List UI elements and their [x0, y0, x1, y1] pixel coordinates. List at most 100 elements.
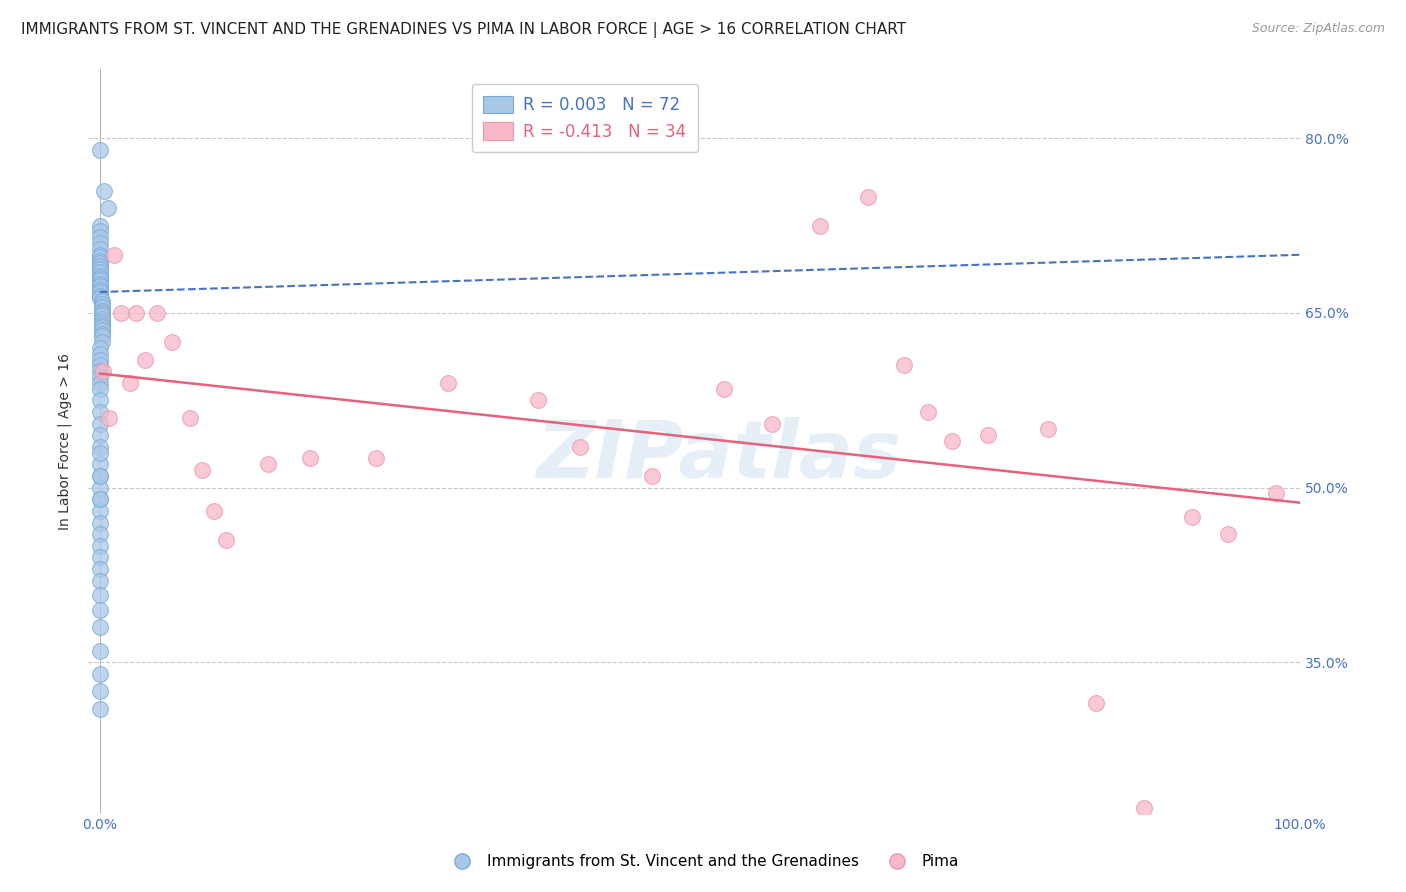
Point: [103, 248, 125, 262]
Point: [1133, 801, 1156, 815]
Point: [808, 219, 831, 233]
Point: [89, 225, 111, 239]
Point: [89, 440, 111, 454]
Y-axis label: In Labor Force | Age > 16: In Labor Force | Age > 16: [58, 352, 72, 530]
Point: [91, 315, 114, 329]
Point: [89, 370, 111, 384]
Point: [89, 550, 111, 565]
Point: [124, 306, 146, 320]
Point: [568, 440, 591, 454]
Point: [941, 434, 963, 448]
Point: [91, 334, 114, 349]
Point: [89, 574, 111, 588]
Point: [89, 445, 111, 459]
Point: [89, 504, 111, 518]
Point: [134, 352, 156, 367]
Point: [91, 326, 114, 341]
Point: [89, 562, 111, 576]
Point: [89, 492, 111, 507]
Point: [89, 261, 111, 276]
Point: [89, 469, 111, 483]
Point: [89, 273, 111, 287]
Point: [89, 248, 111, 262]
Point: [91, 320, 114, 334]
Point: [893, 359, 915, 373]
Point: [761, 417, 783, 431]
Point: [89, 702, 111, 716]
Point: [89, 364, 111, 378]
Point: [89, 643, 111, 657]
Point: [89, 516, 111, 530]
Point: [146, 306, 169, 320]
Point: [89, 666, 111, 681]
Point: [89, 279, 111, 293]
Point: [713, 382, 735, 396]
Point: [641, 469, 664, 483]
Point: [89, 376, 111, 390]
Point: [89, 236, 111, 251]
Point: [436, 376, 458, 390]
Point: [91, 364, 114, 378]
Point: [89, 428, 111, 442]
Point: [215, 533, 238, 547]
Point: [89, 250, 111, 264]
Point: [91, 296, 114, 310]
Point: [89, 291, 111, 305]
Point: [89, 405, 111, 419]
Point: [977, 428, 1000, 442]
Point: [1181, 509, 1204, 524]
Point: [89, 417, 111, 431]
Point: [89, 277, 111, 291]
Point: [91, 300, 114, 314]
Point: [89, 492, 111, 507]
Point: [91, 306, 114, 320]
Point: [89, 271, 111, 285]
Text: ZIPatlas: ZIPatlas: [536, 417, 901, 495]
Point: [89, 603, 111, 617]
Point: [110, 306, 132, 320]
Point: [89, 458, 111, 472]
Point: [89, 539, 111, 553]
Point: [256, 458, 278, 472]
Text: Source: ZipAtlas.com: Source: ZipAtlas.com: [1251, 22, 1385, 36]
Legend: R = 0.003   N = 72, R = -0.413   N = 34: R = 0.003 N = 72, R = -0.413 N = 34: [471, 85, 697, 153]
Point: [856, 189, 879, 203]
Point: [91, 294, 114, 309]
Point: [93, 184, 115, 198]
Point: [89, 265, 111, 279]
Point: [160, 334, 183, 349]
Point: [89, 359, 111, 373]
Point: [89, 341, 111, 355]
Point: [89, 230, 111, 244]
Point: [89, 620, 111, 634]
Point: [527, 393, 550, 408]
Point: [89, 253, 111, 268]
Point: [89, 256, 111, 270]
Point: [91, 308, 114, 322]
Point: [89, 393, 111, 408]
Text: IMMIGRANTS FROM ST. VINCENT AND THE GRENADINES VS PIMA IN LABOR FORCE | AGE > 16: IMMIGRANTS FROM ST. VINCENT AND THE GREN…: [21, 22, 907, 38]
Point: [298, 451, 321, 466]
Point: [1216, 527, 1239, 541]
Point: [89, 527, 111, 541]
Point: [89, 283, 111, 297]
Point: [89, 143, 111, 157]
Point: [91, 311, 114, 326]
Point: [91, 318, 114, 332]
Point: [89, 352, 111, 367]
Point: [91, 323, 114, 337]
Point: [89, 268, 111, 283]
Point: [1036, 422, 1059, 436]
Point: [118, 376, 141, 390]
Point: [1085, 696, 1108, 710]
Point: [190, 463, 212, 477]
Point: [364, 451, 387, 466]
Point: [89, 588, 111, 602]
Point: [91, 303, 114, 318]
Point: [97, 201, 120, 215]
Point: [98, 410, 121, 425]
Point: [89, 347, 111, 361]
Point: [89, 382, 111, 396]
Point: [89, 684, 111, 698]
Point: [1265, 486, 1288, 500]
